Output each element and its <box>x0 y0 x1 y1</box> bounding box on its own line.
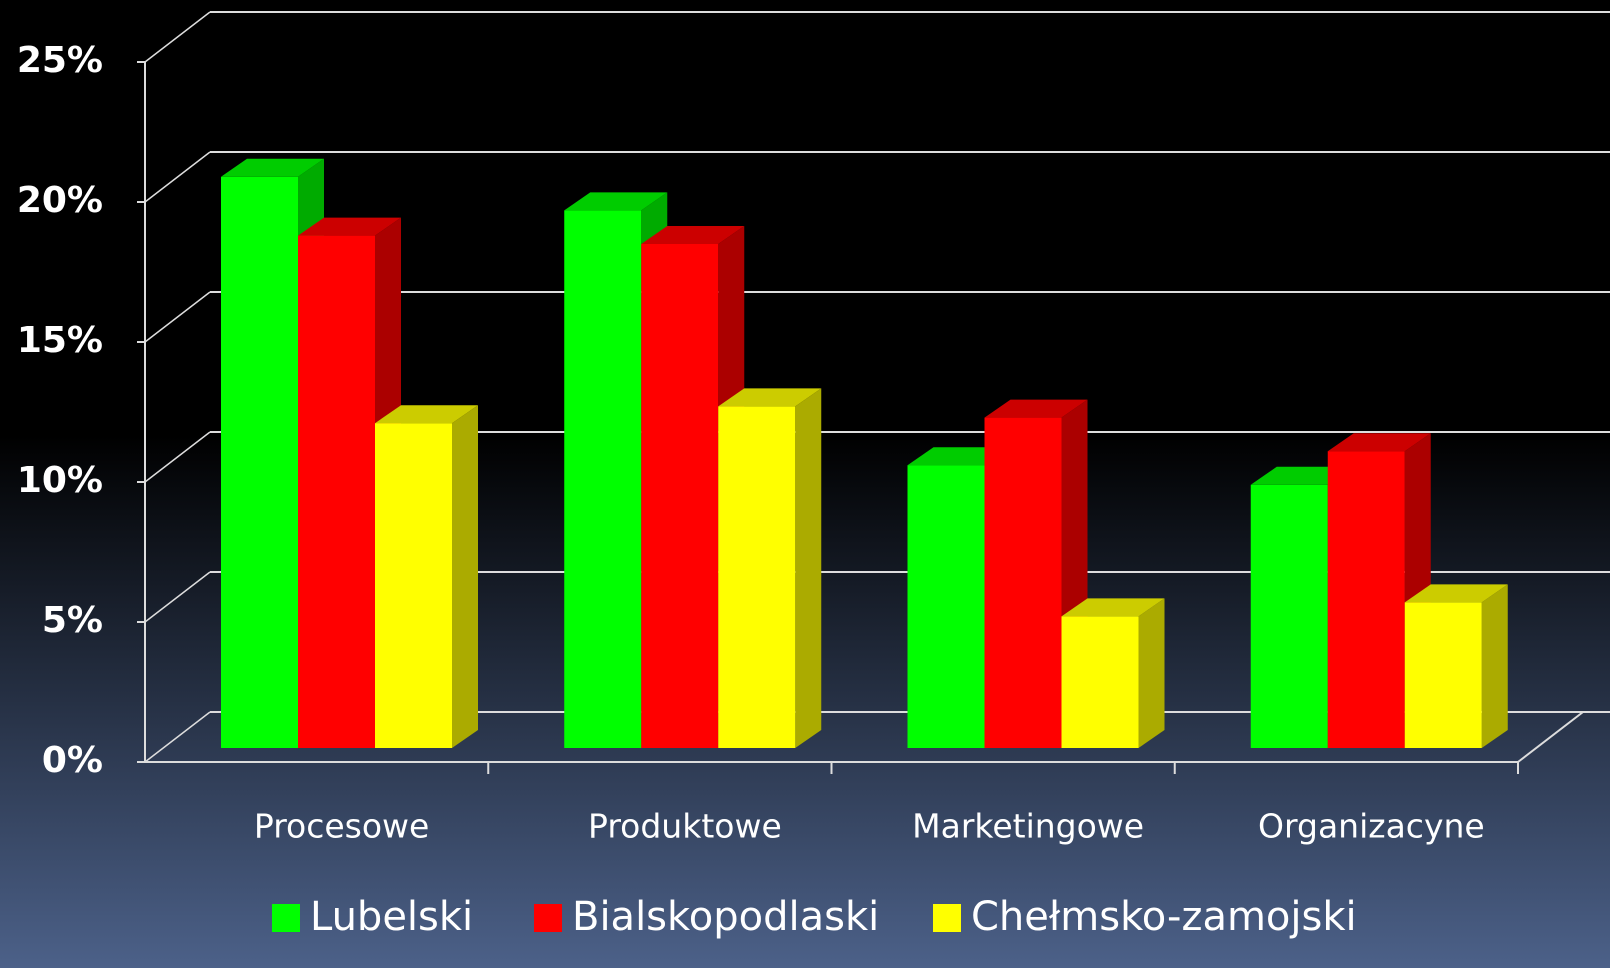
bar <box>641 244 719 748</box>
grid-diagonal <box>144 151 211 203</box>
legend-label: Lubelski <box>310 894 473 940</box>
x-tick-label: Produktowe <box>588 807 782 846</box>
bar <box>298 235 375 749</box>
bar <box>1327 451 1405 748</box>
bar <box>1061 616 1139 748</box>
grid-diagonal <box>144 711 211 763</box>
bar <box>1250 484 1328 748</box>
bar <box>1404 602 1482 748</box>
y-tick-label: 10% <box>17 460 103 501</box>
x-tick-label: Procesowe <box>254 807 429 846</box>
bar-top <box>641 226 745 244</box>
bar-top <box>221 158 324 177</box>
legend-swatch <box>272 904 300 932</box>
y-tick-label: 0% <box>42 740 103 781</box>
grid-diagonal <box>144 431 211 483</box>
bar <box>564 210 642 748</box>
bar-top <box>1404 584 1508 603</box>
bar <box>718 406 796 748</box>
x-tick-label: Organizacyne <box>1258 807 1485 846</box>
legend-swatch <box>933 904 961 932</box>
y-tick-label: 20% <box>17 180 103 221</box>
bar-side <box>1138 598 1165 748</box>
bar <box>375 423 452 748</box>
bar-top <box>564 192 668 211</box>
y-tick-label: 5% <box>42 600 103 641</box>
bar-side <box>1481 584 1508 748</box>
bar-top <box>1327 433 1431 452</box>
bar <box>221 176 298 749</box>
y-tick-label: 15% <box>17 320 103 361</box>
y-tick-label: 25% <box>17 40 103 81</box>
legend-label: Chełmsko-zamojski <box>971 894 1357 940</box>
bar <box>907 465 985 748</box>
floor-edge <box>1517 711 1584 763</box>
bar-side <box>452 405 478 748</box>
legend-label: Bialskopodlaski <box>572 894 879 940</box>
bar-top <box>984 399 1088 418</box>
x-tick-label: Marketingowe <box>912 807 1144 846</box>
bar <box>984 417 1062 748</box>
grid-diagonal <box>144 291 211 343</box>
grid-diagonal <box>144 11 211 63</box>
bar-top <box>298 217 401 236</box>
bar-side <box>795 388 822 748</box>
bar-top <box>1061 598 1165 617</box>
bar-top <box>718 388 822 407</box>
bar-top <box>375 405 478 424</box>
legend-swatch <box>534 904 562 932</box>
grid-diagonal <box>144 571 211 623</box>
